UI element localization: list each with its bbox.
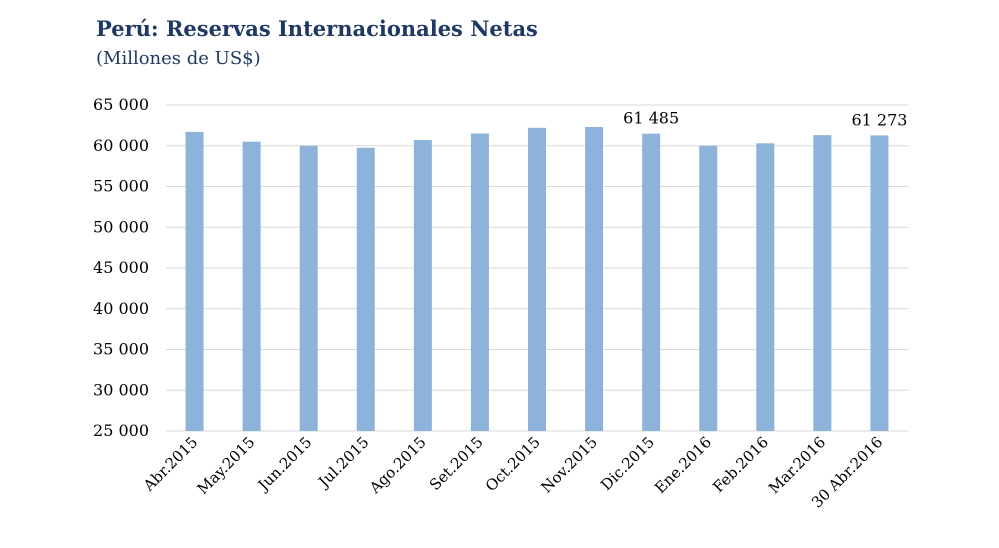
- bar: [413, 140, 432, 432]
- bar: [299, 145, 318, 431]
- chart-subtitle: (Millones de US$): [96, 48, 261, 69]
- bar: [470, 133, 489, 431]
- x-tick-label: Set.2015: [426, 433, 487, 494]
- y-tick-label: 60 000: [93, 136, 149, 155]
- bar: [870, 135, 889, 431]
- y-tick-label: 45 000: [93, 258, 149, 277]
- x-tick-label: Nov.2015: [537, 433, 600, 496]
- y-tick-label: 30 000: [93, 380, 149, 399]
- y-tick-label: 65 000: [93, 95, 149, 114]
- data-labels: 61 485 61 273: [623, 109, 907, 130]
- y-axis: 25 000 30 000 35 000 40 000 45 000 50 000 55 0…: [93, 95, 149, 440]
- bar: [585, 127, 604, 431]
- chart-title: Perú: Reservas Internacionales Netas: [96, 16, 538, 41]
- x-tick-label: Dic.2015: [597, 433, 658, 494]
- bar: [242, 141, 261, 432]
- x-tick-label: Ago.2015: [365, 433, 429, 497]
- bar: [756, 143, 775, 431]
- y-tick-label: 35 000: [93, 340, 149, 359]
- bar: [642, 133, 661, 431]
- bar: [699, 145, 718, 431]
- y-tick-label: 25 000: [93, 421, 149, 440]
- x-tick-label: Jul.2015: [314, 433, 373, 492]
- x-tick-label: Oct.2015: [482, 433, 544, 495]
- x-tick-label: Jun.2015: [253, 433, 315, 495]
- bar: [813, 135, 832, 431]
- x-tick-label: Feb.2016: [709, 433, 772, 496]
- y-tick-label: 40 000: [93, 299, 149, 318]
- x-tick-label: Ene.2016: [651, 433, 715, 497]
- bar: [356, 147, 375, 431]
- y-tick-label: 50 000: [93, 217, 149, 236]
- bars: [185, 127, 889, 432]
- x-tick-label: May.2015: [194, 433, 259, 498]
- y-tick-label: 55 000: [93, 177, 149, 196]
- data-label: 61 273: [851, 110, 907, 129]
- bar: [185, 131, 204, 431]
- bar: [528, 127, 546, 431]
- x-tick-label: Abr.2015: [139, 433, 201, 495]
- data-label: 61 485: [623, 109, 679, 128]
